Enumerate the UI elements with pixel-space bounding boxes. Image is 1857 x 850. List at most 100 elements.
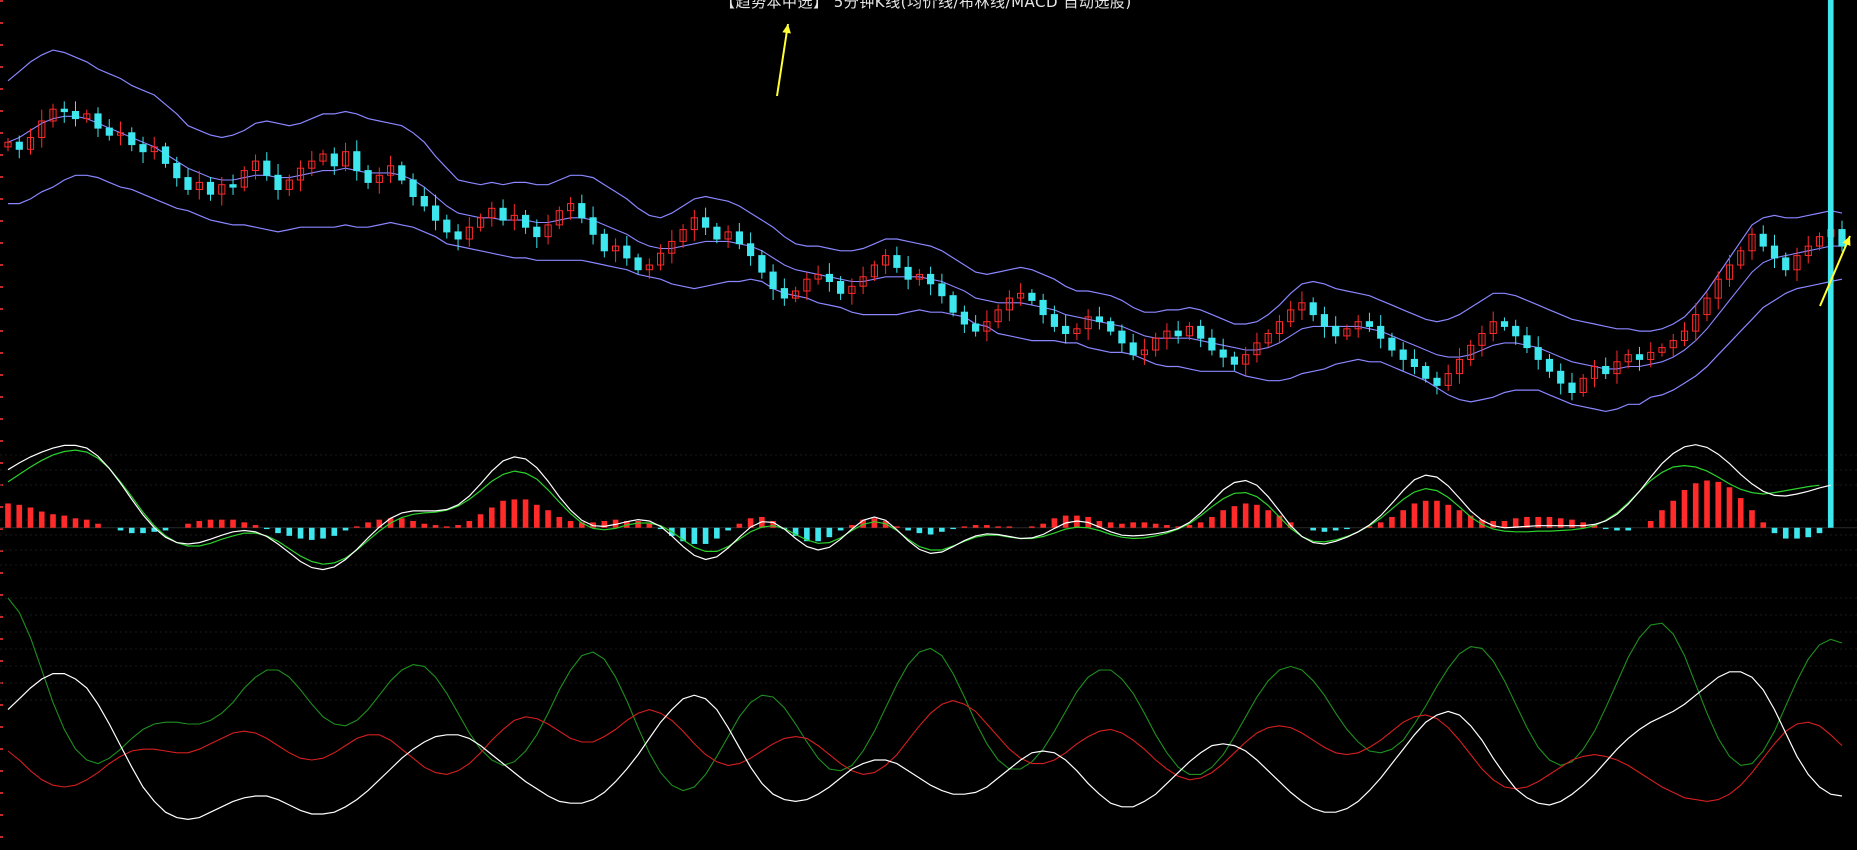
candle: [713, 222, 721, 244]
candle-body: [1759, 233, 1767, 247]
candle-body: [398, 165, 406, 181]
candle-body: [668, 240, 676, 254]
candlesticks: [4, 101, 1846, 401]
candle: [657, 244, 665, 271]
candle-body: [702, 217, 710, 228]
candle: [1017, 283, 1025, 306]
candle: [983, 310, 991, 342]
candle: [105, 119, 113, 141]
candle-body: [1613, 361, 1621, 375]
candle: [1557, 363, 1565, 395]
candle: [668, 230, 676, 264]
candle-body: [465, 226, 473, 240]
candle-body: [1422, 366, 1430, 379]
candle: [1568, 372, 1576, 401]
candle-body: [510, 214, 518, 221]
candle: [1354, 315, 1362, 338]
candle-body: [544, 224, 552, 238]
candle: [769, 264, 777, 300]
candle-body: [1433, 377, 1441, 386]
candle: [1422, 362, 1430, 383]
candle-body: [1208, 337, 1216, 351]
candle: [1185, 322, 1194, 341]
candle: [1624, 349, 1632, 369]
candle-body: [567, 203, 575, 212]
candle-body: [893, 255, 901, 268]
candle: [1804, 235, 1812, 264]
candle-body: [814, 273, 822, 280]
candle-body: [1557, 370, 1565, 384]
candle-body: [679, 229, 687, 242]
candle-body: [533, 226, 541, 238]
candle-body: [1275, 321, 1284, 335]
candle: [330, 147, 338, 175]
candle: [1725, 254, 1734, 287]
candle: [150, 136, 158, 160]
candle: [139, 136, 147, 163]
candle-body: [758, 255, 766, 273]
candle: [128, 127, 136, 152]
candle-body: [330, 153, 338, 167]
candle: [814, 265, 822, 285]
candle-body: [1388, 337, 1396, 351]
macd-panel: [0, 0, 1857, 571]
candle: [1647, 342, 1655, 368]
candle-body: [1793, 255, 1801, 271]
candle-body: [1118, 330, 1126, 344]
arrow-shaft: [776, 23, 789, 97]
candle-body: [1354, 321, 1362, 330]
candle: [1455, 348, 1464, 384]
candle-body: [1590, 366, 1599, 379]
candle: [4, 137, 12, 152]
candle-body: [848, 285, 856, 294]
candle: [792, 286, 800, 303]
candle: [49, 103, 57, 128]
candle: [161, 142, 170, 168]
candle: [1377, 315, 1385, 349]
candle: [938, 273, 946, 304]
candle: [240, 166, 248, 192]
macd-dif-line: [7, 444, 1831, 571]
candle-body: [1804, 245, 1812, 257]
candle: [173, 156, 181, 187]
candle-body: [1523, 335, 1531, 349]
candle-body: [1343, 328, 1351, 337]
candle-body: [1107, 321, 1115, 332]
candle-body: [983, 321, 991, 332]
candle-body: [1073, 328, 1081, 334]
candle: [1107, 317, 1115, 336]
candle: [1095, 306, 1104, 330]
candle: [1748, 227, 1756, 260]
candle: [420, 187, 428, 212]
candle: [1197, 319, 1205, 348]
candle-body: [1005, 297, 1013, 311]
candle: [1309, 297, 1317, 322]
candle-body: [1815, 236, 1824, 247]
candle-body: [1680, 330, 1689, 342]
candle: [1140, 338, 1149, 365]
candle-body: [1129, 342, 1137, 356]
candle: [308, 150, 316, 176]
candle: [195, 171, 203, 200]
candle-body: [308, 160, 316, 169]
candle: [1478, 325, 1486, 357]
candle-body: [837, 281, 845, 294]
candle: [735, 222, 743, 250]
candle-body: [38, 120, 46, 138]
candle-body: [1253, 342, 1261, 356]
candle: [488, 201, 496, 227]
candle: [1658, 343, 1666, 357]
candle: [387, 155, 395, 184]
candle-body: [724, 231, 732, 240]
candle: [443, 214, 451, 239]
candle-body: [1658, 347, 1666, 353]
grid-lines: [0, 454, 1857, 701]
candle-body: [443, 219, 451, 233]
candle: [1613, 350, 1621, 384]
candle-body: [94, 113, 102, 129]
candle-body: [645, 264, 653, 271]
candle-body: [1050, 314, 1059, 327]
candle-body: [1140, 349, 1149, 356]
candle-body: [387, 165, 395, 176]
candle-body: [927, 273, 935, 285]
